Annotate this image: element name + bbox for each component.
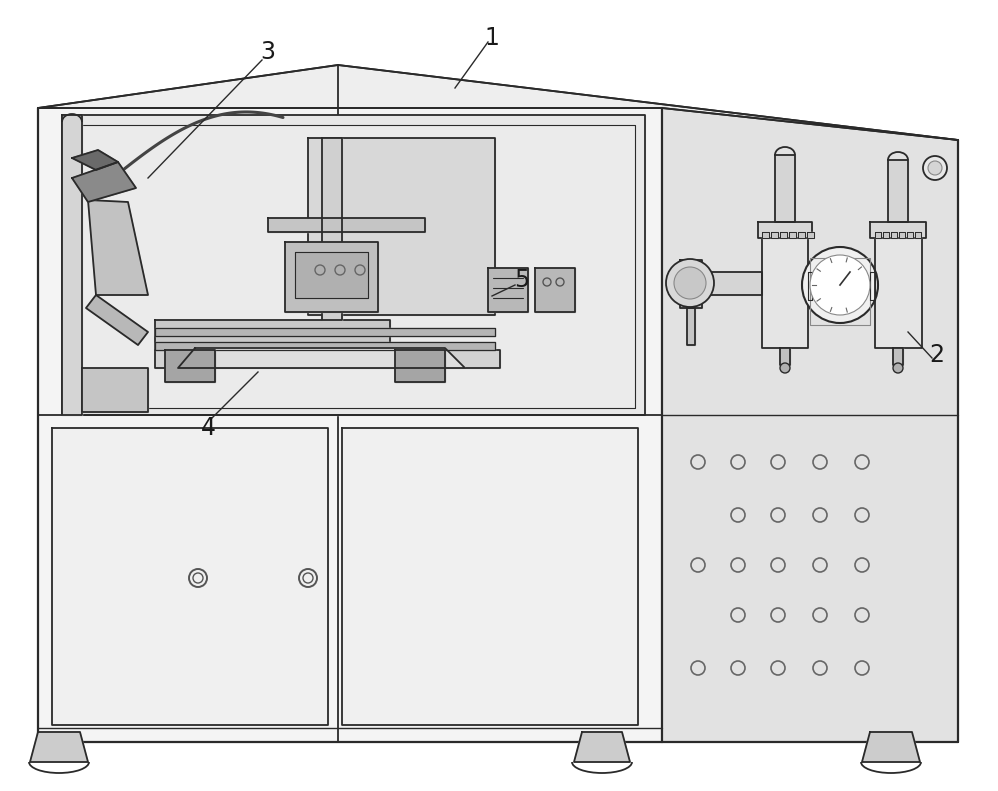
Polygon shape (72, 150, 118, 170)
Polygon shape (308, 138, 495, 315)
Polygon shape (780, 348, 790, 365)
Polygon shape (700, 272, 762, 295)
Text: 3: 3 (260, 40, 275, 64)
Polygon shape (680, 260, 702, 308)
Circle shape (923, 156, 947, 180)
Polygon shape (762, 232, 769, 238)
Circle shape (810, 255, 870, 315)
Polygon shape (82, 368, 148, 412)
Polygon shape (155, 320, 390, 350)
Polygon shape (155, 342, 495, 350)
Polygon shape (88, 200, 148, 295)
Circle shape (674, 267, 706, 299)
Text: 5: 5 (514, 268, 530, 292)
Polygon shape (870, 222, 926, 238)
Polygon shape (875, 232, 881, 238)
Polygon shape (687, 308, 695, 345)
Circle shape (893, 363, 903, 373)
Polygon shape (535, 268, 575, 312)
Polygon shape (86, 295, 148, 345)
Polygon shape (891, 232, 897, 238)
Polygon shape (907, 232, 913, 238)
Polygon shape (155, 328, 495, 336)
Text: 2: 2 (929, 343, 944, 367)
Text: 1: 1 (485, 26, 499, 50)
Polygon shape (893, 348, 903, 365)
Polygon shape (178, 348, 465, 368)
Polygon shape (662, 108, 958, 742)
Polygon shape (780, 232, 787, 238)
Polygon shape (915, 232, 921, 238)
Polygon shape (807, 232, 814, 238)
Circle shape (802, 247, 878, 323)
Polygon shape (295, 252, 368, 298)
Polygon shape (72, 125, 635, 408)
Polygon shape (758, 222, 812, 238)
Polygon shape (285, 242, 378, 312)
Polygon shape (30, 732, 88, 762)
Polygon shape (62, 115, 82, 415)
Polygon shape (52, 428, 328, 725)
Polygon shape (574, 732, 630, 762)
Polygon shape (899, 232, 905, 238)
Polygon shape (268, 218, 425, 232)
Polygon shape (775, 155, 795, 222)
Polygon shape (762, 238, 808, 348)
Polygon shape (155, 350, 500, 368)
Polygon shape (789, 232, 796, 238)
Polygon shape (888, 160, 908, 222)
Circle shape (666, 259, 714, 307)
Circle shape (928, 161, 942, 175)
Polygon shape (808, 272, 812, 300)
Text: 4: 4 (201, 416, 216, 440)
Polygon shape (875, 238, 922, 348)
Polygon shape (62, 115, 645, 415)
Polygon shape (488, 268, 528, 312)
Polygon shape (165, 350, 215, 382)
Polygon shape (862, 732, 920, 762)
Circle shape (780, 363, 790, 373)
Polygon shape (72, 162, 136, 202)
Polygon shape (322, 138, 342, 320)
Polygon shape (38, 65, 958, 140)
Polygon shape (395, 350, 445, 382)
Polygon shape (771, 232, 778, 238)
Polygon shape (798, 232, 805, 238)
Polygon shape (38, 108, 662, 742)
Polygon shape (883, 232, 889, 238)
Polygon shape (342, 428, 638, 725)
Polygon shape (870, 272, 875, 300)
